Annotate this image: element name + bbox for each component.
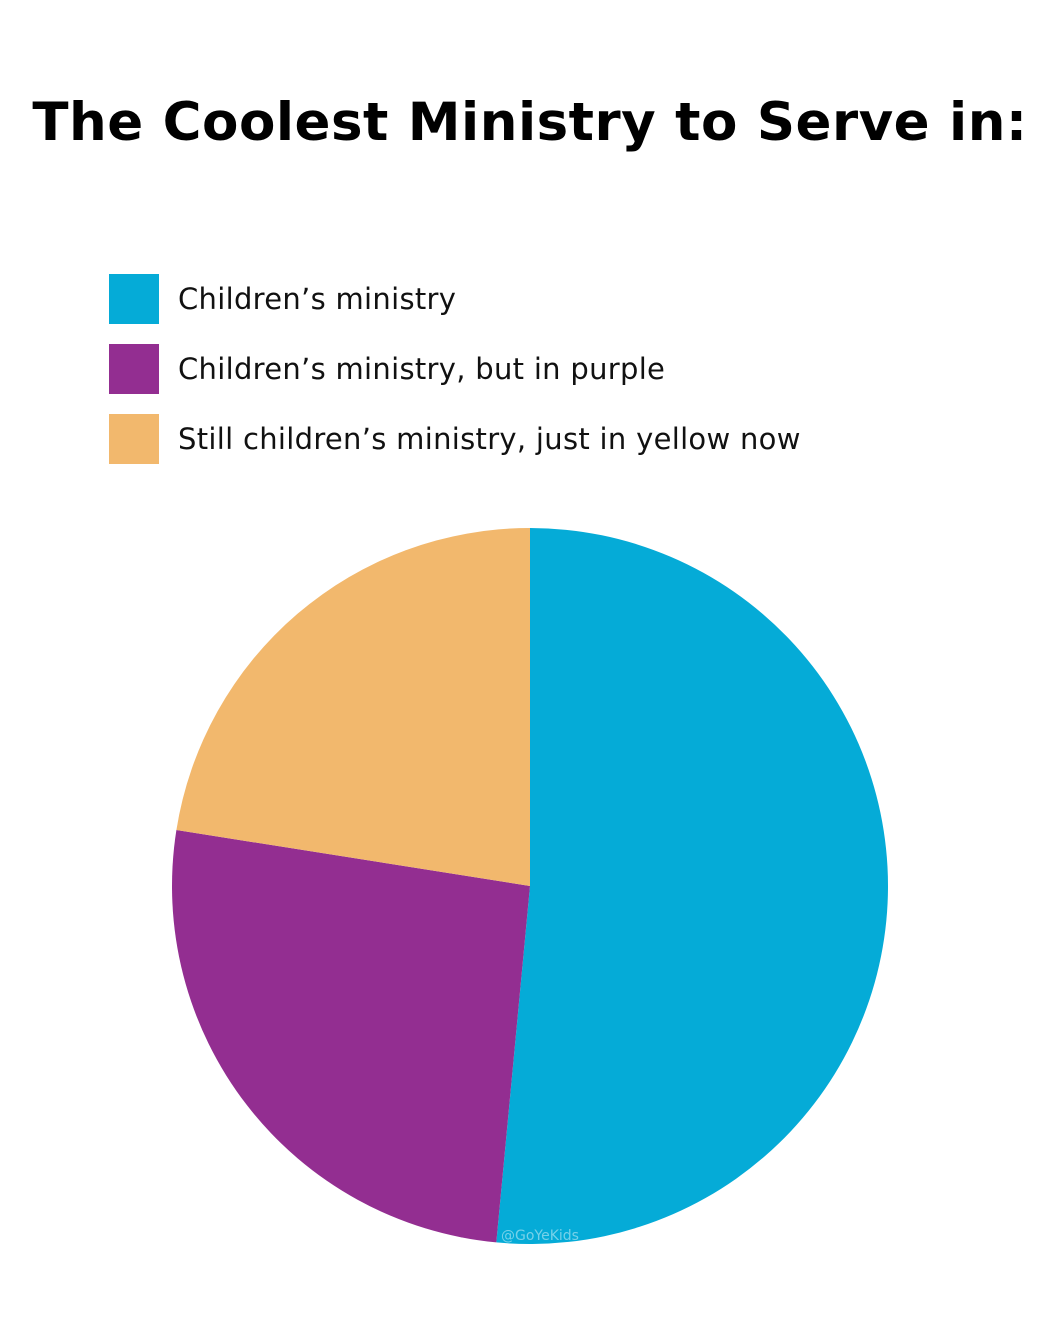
legend-item-yellow: Still children’s ministry, just in yello… — [109, 414, 801, 464]
legend-label: Children’s ministry — [178, 282, 457, 316]
pie-slice-1 — [496, 528, 889, 1244]
chart-title: The Coolest Ministry to Serve in: — [32, 92, 1028, 153]
watermark: @GoYeKids — [501, 1228, 579, 1244]
legend-item-childrens-ministry: Children’s ministry — [109, 274, 801, 324]
legend-label: Children’s ministry, but in purple — [178, 352, 666, 386]
legend-item-purple: Children’s ministry, but in purple — [109, 344, 801, 394]
legend-swatch-blue — [109, 274, 159, 324]
pie-slice-3 — [176, 528, 530, 886]
pie-slice-2 — [172, 829, 530, 1243]
legend-swatch-purple — [109, 344, 159, 394]
legend-label: Still children’s ministry, just in yello… — [178, 422, 801, 456]
legend: Children’s ministry Children’s ministry,… — [109, 274, 801, 484]
legend-swatch-yellow — [109, 414, 159, 464]
